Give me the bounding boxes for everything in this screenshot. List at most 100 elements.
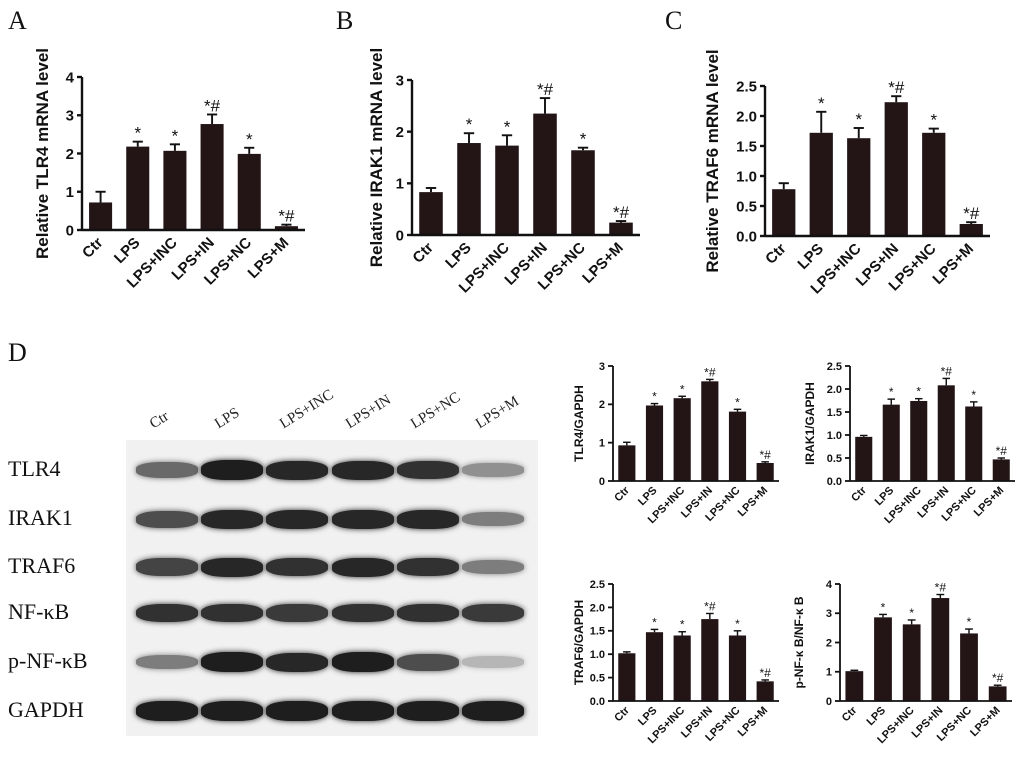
blot-band-1-3 [332, 509, 394, 529]
chart-b-annotation-4: * [580, 130, 587, 149]
blot-band-4-5 [462, 656, 524, 668]
chart-d3-bar-1 [645, 632, 664, 701]
blot-band-3-2 [266, 604, 328, 622]
chart-d3-ytick-label-2: 1.0 [590, 649, 605, 661]
chart-d1-ytick-label-0: 0 [599, 476, 605, 488]
blot-band-3-3 [332, 603, 394, 623]
blot-band-5-2 [266, 701, 328, 721]
blot-band-0-1 [201, 460, 263, 480]
chart-d4-annotation-5: *# [992, 671, 1004, 685]
chart-b-category-label-5: LPS+M [579, 239, 627, 287]
chart-d4-category-label-1: LPS [864, 705, 888, 729]
chart-d3-bar-2 [673, 635, 691, 701]
chart-d2-category-label-5: LPS+M [972, 485, 1007, 520]
chart-d4-bar-3 [931, 598, 950, 701]
chart-c-category-label-5: LPS+M [929, 240, 977, 288]
western-blot-image [126, 440, 538, 736]
chart-d3-bar-4 [728, 635, 747, 701]
chart-d3-ytick-label-3: 1.5 [590, 626, 605, 638]
blot-row-label-0: TLR4 [8, 456, 61, 481]
blot-band-1-4 [397, 509, 459, 529]
chart-b-bar-4 [571, 150, 595, 235]
chart-d3-category-label-5: LPS+M [736, 705, 771, 740]
chart-d4-category-label-5: LPS+M [968, 705, 1003, 740]
panel-letter-b: B [336, 6, 354, 35]
blot-row-label-2: TRAF6 [8, 553, 76, 578]
chart-d1-ytick-label-1: 1 [599, 438, 605, 450]
blot-band-2-3 [332, 557, 394, 577]
chart-a-ytick-label-2: 2 [66, 146, 74, 163]
blot-band-5-1 [201, 701, 263, 721]
chart-b-bar-2 [495, 145, 519, 235]
chart-c-y-label: Relative TRAF6 mRNA level [703, 49, 722, 272]
chart-c-ytick-label-1: 0.5 [736, 198, 757, 215]
chart-d1-bar-0 [618, 445, 636, 481]
chart-d4-ytick-label-0: 0 [826, 696, 832, 708]
chart-b-y-label: Relative IRAK1 mRNA level [367, 48, 386, 268]
blot-band-4-1 [201, 652, 263, 672]
panel-letter-c: C [665, 6, 683, 35]
chart-a-ytick-label-3: 3 [66, 108, 74, 125]
blot-row-label-1: IRAK1 [8, 505, 73, 530]
chart-d3-annotation-5: *# [759, 666, 771, 680]
chart-d3-ytick-label-5: 2.5 [590, 579, 605, 591]
chart-d3-annotation-1: * [652, 615, 657, 629]
blot-row-label-4: p-NF-κB [8, 648, 88, 673]
chart-d4-annotation-4: * [967, 615, 972, 629]
chart-d1-bar-2 [673, 398, 691, 481]
chart-b-ytick-label-0: 0 [396, 227, 404, 244]
blot-band-1-5 [462, 511, 524, 527]
chart-a-annotation-1: * [134, 124, 141, 143]
chart-c-bar-4 [922, 132, 946, 236]
chart-d1-annotation-2: * [680, 382, 685, 396]
blot-band-1-2 [266, 509, 328, 529]
panel-letter-d: D [8, 338, 27, 367]
chart-d2-bar-4 [965, 406, 983, 481]
blot-band-5-5 [462, 701, 524, 721]
chart-b-category-label-0: Ctr [409, 239, 436, 266]
chart-d2-ytick-label-5: 2.5 [827, 361, 842, 373]
chart-d2-annotation-4: * [971, 388, 976, 402]
chart-a-bar-2 [163, 150, 187, 230]
chart-b-bar-5 [609, 222, 633, 235]
chart-d3-bar-0 [618, 653, 636, 701]
chart-d3-category-label-0: Ctr [612, 704, 632, 724]
blot-band-1-1 [201, 509, 263, 529]
blot-band-0-5 [462, 463, 524, 477]
chart-c-annotation-3: *# [888, 78, 905, 97]
chart-a-annotation-3: *# [204, 96, 221, 115]
chart-a-ytick-label-0: 0 [66, 222, 74, 239]
blot-band-4-0 [136, 654, 198, 670]
chart-d3-bar-3 [701, 619, 719, 701]
chart-d2-annotation-1: * [889, 385, 894, 399]
chart-d2-category-label-1: LPS [873, 485, 897, 509]
chart-d2-bar-0 [855, 436, 873, 481]
chart-d2-bar-1 [882, 404, 900, 481]
chart-d3-ytick-label-4: 2.0 [590, 602, 605, 614]
blot-band-3-5 [462, 604, 524, 622]
chart-a-bar-5 [274, 226, 298, 230]
chart-a-bar-3 [200, 124, 224, 230]
chart-d1-annotation-4: * [735, 395, 740, 409]
blot-band-3-0 [136, 603, 198, 623]
chart-b-annotation-2: * [504, 117, 511, 136]
blot-band-3-4 [397, 603, 459, 623]
chart-b-bar-3 [533, 113, 557, 235]
chart-b-annotation-5: *# [613, 203, 630, 222]
chart-a-bar-1 [126, 146, 150, 230]
chart-d1-ytick-label-2: 2 [599, 399, 605, 411]
chart-d2-bar-3 [937, 385, 955, 481]
blot-band-1-0 [136, 510, 198, 528]
chart-d1-bar-1 [645, 405, 664, 481]
chart-d4-annotation-1: * [881, 600, 886, 614]
chart-a-ytick-label-1: 1 [66, 184, 74, 201]
chart-c-bar-3 [884, 102, 908, 236]
chart-d4-annotation-3: *# [935, 581, 947, 595]
blot-band-5-0 [136, 701, 198, 721]
chart-d4-ytick-label-3: 3 [826, 608, 832, 620]
chart-d3-category-label-1: LPS [636, 705, 660, 729]
chart-d2-ytick-label-3: 1.5 [827, 407, 842, 419]
chart-d1-category-label-1: LPS [636, 485, 660, 509]
chart-b-bar-0 [419, 192, 443, 235]
